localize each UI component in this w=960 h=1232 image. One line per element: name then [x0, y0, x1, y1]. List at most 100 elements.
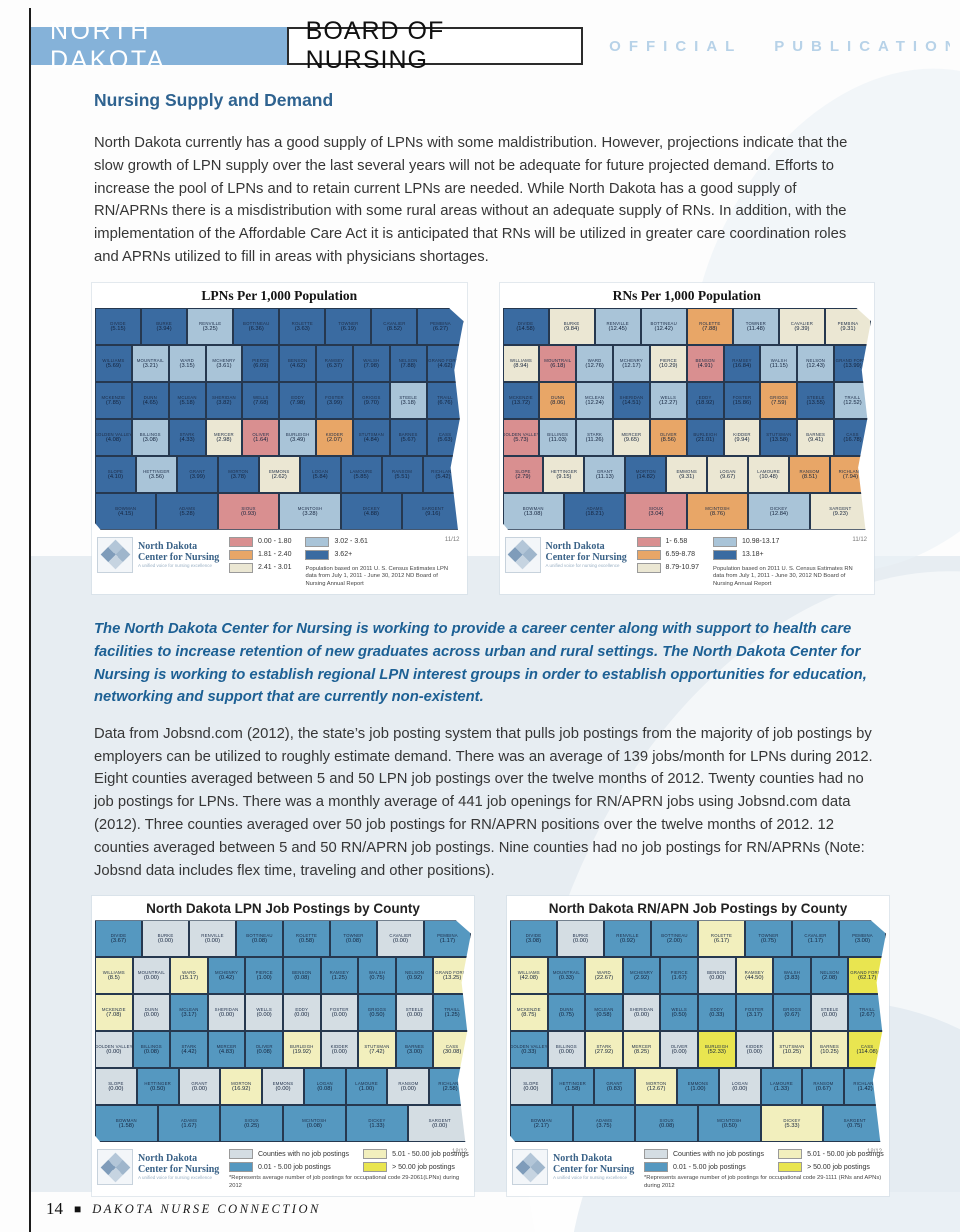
county-cell: PEMBINA (6.27): [417, 307, 464, 345]
county-value: (0.08): [143, 1049, 159, 1056]
county-value: (7.88): [702, 325, 718, 332]
county-cell: CAVALIER (9.39): [778, 307, 825, 345]
county-name: MCINTOSH: [297, 505, 323, 511]
legend-swatch: [644, 1162, 668, 1173]
county-name: PEMBINA: [852, 933, 873, 939]
county-cell: STEELE (3.18): [389, 381, 427, 419]
county-name: BOTTINEAU: [246, 933, 273, 939]
map-row: GOLDEN VALLEY (0.00) BILLINGS (0.08) STARK (4…: [95, 1031, 471, 1069]
legend-label: 8.79-10.97: [665, 564, 699, 572]
county-value: (0.00): [204, 938, 221, 945]
county-value: (3.61): [216, 362, 232, 369]
county-name: SARGENT: [829, 505, 852, 511]
diamond-logo-icon: [97, 536, 133, 573]
county-value: (0.58): [298, 938, 315, 945]
county-value: (10.25): [782, 1049, 802, 1056]
county-cell: FOSTER (3.17): [735, 994, 774, 1032]
county-name: DUNN: [551, 394, 565, 400]
county-name: ADAMS: [178, 505, 196, 511]
county-value: (1.58): [565, 1086, 581, 1093]
map-row: BOWMAN (4.15) ADAMS (5.28) SIOUX (0.93) MCINTO…: [95, 492, 464, 530]
county-cell: SIOUX (0.08): [635, 1105, 699, 1143]
county-cell: SARGENT (0.75): [823, 1105, 886, 1143]
county-name: STEELE: [806, 394, 825, 400]
county-value: (9.15): [556, 473, 572, 480]
county-cell: SARGENT (0.00): [408, 1105, 471, 1143]
county-cell: GOLDEN VALLEY (0.00): [95, 1031, 133, 1069]
county-name: PIERCE: [670, 970, 688, 976]
county-value: (5.28): [179, 510, 195, 517]
county-name: GOLDEN VALLEY: [95, 1044, 133, 1050]
county-cell: SHERIDAN (0.00): [622, 994, 661, 1032]
map-card: RNs Per 1,000 Population DIVIDE (14.58) BUR…: [499, 282, 874, 595]
legend-swatches: Counties with no job postings 0.01 - 5.00…: [229, 1149, 469, 1190]
county-name: WALSH: [770, 357, 787, 363]
legend-entry: 1- 6.58: [636, 536, 699, 547]
county-value: (13.55): [806, 399, 825, 406]
county-name: WELLS: [660, 394, 677, 400]
county-value: (12.43): [806, 362, 825, 369]
county-name: STUTSMAN: [364, 1044, 390, 1050]
county-value: (0.00): [821, 1012, 838, 1019]
county-value: (4.91): [697, 362, 713, 369]
county-name: LOGAN: [316, 1081, 333, 1087]
county-value: (8.56): [660, 436, 676, 443]
county-value: (0.08): [306, 1123, 322, 1130]
county-name: GOLDEN VALLEY: [95, 431, 132, 437]
county-name: FOSTER: [732, 394, 752, 400]
county-name: BOTTINEAU: [243, 320, 270, 326]
county-map: DIVIDE (3.08) BURKE (0.00) RENVILLE (0.92) BOT…: [510, 920, 886, 1143]
county-cell: GRAND FORKS (62.17): [848, 957, 886, 995]
county-cell: BARNES (9.41): [797, 418, 835, 456]
legend-column: 5.01 - 50.00 job postings > 50.00 job pos…: [778, 1149, 884, 1173]
legend-column: Counties with no job postings 0.01 - 5.00…: [229, 1149, 349, 1173]
county-name: STUTSMAN: [766, 431, 792, 437]
county-value: (7.98): [290, 399, 306, 406]
county-cell: WELLS (7.68): [242, 381, 280, 419]
county-name: MCHENRY: [215, 970, 239, 976]
county-name: MOUNTRAIL: [552, 970, 580, 976]
county-cell: BENSON (0.08): [282, 957, 321, 995]
logo-text: North Dakota Center for Nursing A unified …: [138, 541, 219, 569]
masthead-region: NORTH DAKOTA: [31, 17, 287, 74]
county-cell: LOGAN (9.67): [707, 455, 749, 493]
county-name: RANSOM: [398, 1081, 419, 1087]
county-name: WILLIAMS: [517, 970, 540, 976]
county-name: DUNN: [559, 1007, 573, 1013]
county-name: RANSOM: [813, 1081, 834, 1087]
logo-text: North Dakota Center for Nursing A unified …: [546, 541, 627, 569]
county-value: (5.51): [394, 473, 410, 480]
center-for-nursing-logo: North Dakota Center for Nursing A unified …: [512, 1149, 636, 1186]
county-name: WELLS: [253, 394, 269, 400]
county-name: DIVIDE: [110, 320, 126, 326]
county-value: (7.68): [253, 399, 269, 406]
county-value: (11.13): [595, 473, 614, 480]
county-value: (0.00): [331, 1049, 347, 1056]
county-value: (9.39): [794, 325, 810, 332]
county-cell: CAVALIER (0.00): [377, 920, 424, 958]
county-value: (1.00): [359, 1086, 375, 1093]
county-cell: ADAMS (3.75): [572, 1105, 636, 1143]
legend-entry: 0.01 - 5.00 job postings: [644, 1162, 764, 1173]
legend-entry: 5.01 - 50.00 job postings: [778, 1149, 884, 1160]
county-cell: GRANT (3.99): [176, 455, 218, 493]
county-name: SIOUX: [659, 1118, 674, 1124]
map-date: 11/12: [444, 536, 460, 543]
county-name: KIDDER: [745, 1044, 764, 1050]
county-value: (0.00): [331, 1012, 347, 1019]
county-name: GOLDEN VALLEY: [510, 1044, 548, 1050]
county-name: WALSH: [783, 970, 801, 976]
county-value: (0.00): [523, 1086, 539, 1093]
county-cell: MOUNTRAIL (3.21): [131, 344, 169, 382]
county-name: MOUNTRAIL: [136, 357, 164, 363]
per-capita-maps-row: LPNs Per 1,000 Population DIVIDE (5.15) BUR…: [92, 282, 874, 595]
county-cell: GRAND FORKS (13.25): [433, 957, 471, 995]
map-row: SLOPE (0.00) HETTINGER (1.58) GRANT (0.83) MOR…: [510, 1068, 886, 1106]
legend-swatch: [363, 1149, 388, 1160]
county-value: (16.92): [232, 1086, 251, 1093]
county-name: TOWNER: [343, 933, 364, 939]
county-name: MORTON: [635, 468, 656, 474]
county-name: BARNES: [398, 431, 418, 437]
county-cell: MERCER (9.65): [613, 418, 650, 456]
county-value: (2.79): [515, 473, 531, 480]
